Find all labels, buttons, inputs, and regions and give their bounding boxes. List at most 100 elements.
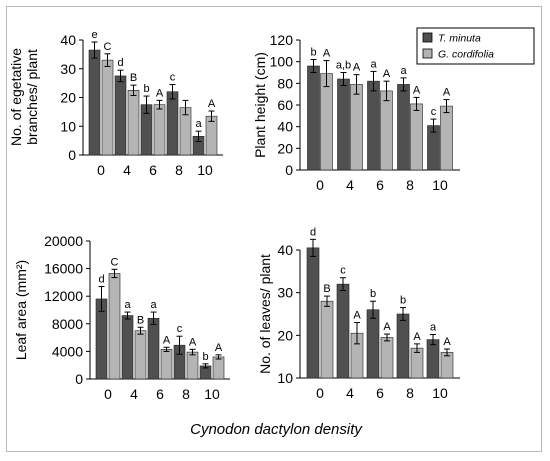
significance-label: d [310,226,316,238]
bar-t-minuta [166,91,179,156]
y-tick-label: 60 [277,97,293,113]
significance-label: a [370,58,377,70]
significance-label: A [323,48,331,60]
y-tick-label: 100 [270,54,294,70]
bar-t-minuta [426,339,440,379]
y-tick-label: 40 [277,119,293,135]
bar-t-minuta [366,309,380,379]
bar-t-minuta [396,313,410,379]
significance-label: b [143,83,149,95]
significance-label: a [195,118,202,130]
legend-label-g-cordifolia: G. cordifolia [438,49,494,61]
x-tick-label: 8 [406,385,414,401]
significance-label: c [431,106,437,118]
y-tick-label: 0 [285,162,293,178]
significance-label: A [208,98,216,110]
significance-label: b [400,295,406,307]
x-tick-label: 4 [130,386,138,402]
y-tick-label: 10 [60,118,76,134]
significance-label: A [156,87,164,99]
significance-label: A [383,68,391,80]
significance-label: d [98,274,104,286]
y-tick-label: 40 [60,32,76,48]
bar-g-cordifolia [134,330,147,380]
x-tick-label: 10 [197,162,213,178]
x-tick-label: 0 [316,177,324,193]
bar-t-minuta [307,65,320,171]
significance-label: e [91,29,97,41]
y-axis-label: Plant height (cm) [252,52,268,158]
significance-label: a [124,299,131,311]
x-tick-label: 0 [316,385,324,401]
bar-g-cordifolia [380,337,394,379]
y-axis-label: No. of leaves/ plant [257,254,273,374]
significance-label: d [117,57,123,69]
figure-frame [6,6,542,452]
bar-g-cordifolia [186,351,199,380]
bar-t-minuta [121,315,134,380]
x-tick-label: 4 [346,177,354,193]
significance-label: b [370,288,376,300]
legend-swatch-t-minuta [422,32,433,43]
y-tick-label: 120 [270,32,294,48]
legend-box [416,27,535,65]
x-tick-label: 4 [123,162,131,178]
bar-g-cordifolia [320,300,334,379]
significance-label: A [443,336,451,348]
bar-g-cordifolia [160,349,173,380]
y-tick-label: 10 [277,370,293,386]
y-tick-label: 20 [277,327,293,343]
significance-label: A [215,342,223,354]
y-tick-label: 12000 [44,288,83,304]
legend-swatch-g-cordifolia [422,48,433,59]
bar-g-cordifolia [205,115,218,156]
bar-g-cordifolia [108,273,121,380]
y-tick-label: 0 [75,371,83,387]
x-tick-label: 0 [97,162,105,178]
significance-label: A [189,336,197,348]
bar-t-minuta [397,84,410,171]
y-axis-label: Leaf area (mm²) [13,260,29,360]
x-tick-label: 0 [104,386,112,402]
bar-g-cordifolia [212,356,225,380]
legend: T. minuta G. cordifolia [416,27,535,65]
significance-label: c [340,265,346,277]
y-tick-label: 80 [277,75,293,91]
x-tick-label: 8 [175,162,183,178]
bar-g-cordifolia [350,84,363,171]
y-tick-label: 20 [277,140,293,156]
x-axis-title: Cynodon dactylon density [190,421,363,438]
bar-t-minuta [147,317,160,380]
x-tick-label: 8 [182,386,190,402]
significance-label: a,b [336,60,351,72]
bar-t-minuta [88,49,101,156]
y-tick-label: 30 [60,61,76,77]
significance-label: A [413,84,421,96]
y-axis-label: No. of egetativebranches/ plant [8,48,40,146]
x-tick-label: 10 [432,385,448,401]
x-tick-label: 6 [149,162,157,178]
bar-t-minuta [337,78,350,171]
significance-label: a [400,65,407,77]
x-tick-label: 8 [406,177,414,193]
bar-g-cordifolia [320,73,333,171]
chart-panel-3: 0 4000 8000 12000 16000 20000 Leaf area (mm²) 0… [13,233,230,402]
bar-t-minuta [114,75,127,156]
bar-g-cordifolia [127,90,140,156]
legend-label-t-minuta: T. minuta [438,33,481,45]
significance-label: A [443,87,451,99]
y-tick-label: 0 [68,147,76,163]
x-tick-label: 4 [346,385,354,401]
significance-label: A [353,310,361,322]
bar-t-minuta [306,247,320,379]
significance-label: a [430,321,437,333]
significance-label: a [150,299,157,311]
y-tick-label: 20000 [44,233,83,249]
significance-label: c [177,323,183,335]
significance-label: A [353,62,361,74]
x-tick-label: 6 [156,386,164,402]
